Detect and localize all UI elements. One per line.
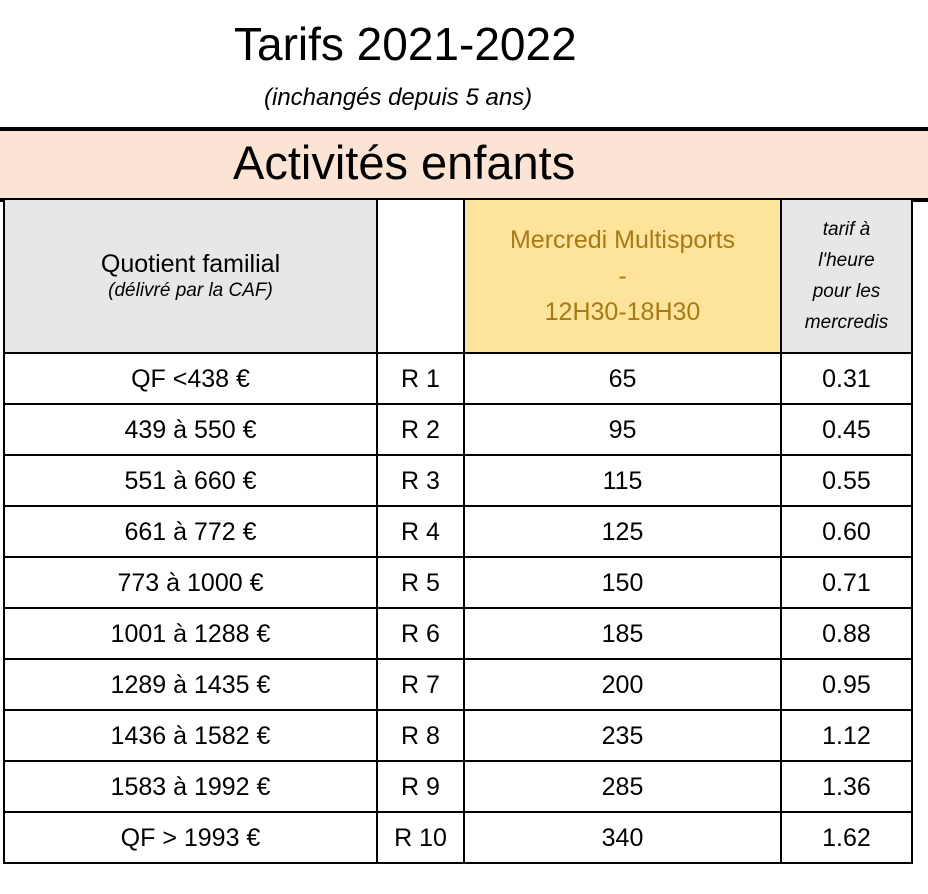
cell-quotient: 439 à 550 € xyxy=(3,403,378,456)
cell-hourly-rate: 1.36 xyxy=(780,760,913,813)
header-qf-label: Quotient familial xyxy=(100,250,281,278)
page-title: Tarifs 2021-2022 xyxy=(234,18,577,70)
cell-price: 125 xyxy=(463,505,782,558)
table-row: 551 à 660 € R 3 115 0.55 xyxy=(3,454,913,507)
header-rate-line-4: mercredis xyxy=(804,312,889,333)
cell-quotient: QF <438 € xyxy=(3,352,378,405)
cell-code: R 7 xyxy=(376,658,465,711)
table-row: 1583 à 1992 € R 9 285 1.36 xyxy=(3,760,913,813)
header-activity-hours: 12H30-18H30 xyxy=(544,298,701,326)
cell-price: 200 xyxy=(463,658,782,711)
cell-hourly-rate: 0.95 xyxy=(780,658,913,711)
table-row: QF <438 € R 1 65 0.31 xyxy=(3,352,913,405)
header-mercredi-multisports: Mercredi Multisports - 12H30-18H30 xyxy=(463,198,782,354)
cell-quotient: 1583 à 1992 € xyxy=(3,760,378,813)
cell-quotient: 551 à 660 € xyxy=(3,454,378,507)
cell-hourly-rate: 1.62 xyxy=(780,811,913,864)
table-header-row: Quotient familial (délivré par la CAF) M… xyxy=(3,198,913,354)
cell-code: R 4 xyxy=(376,505,465,558)
cell-hourly-rate: 0.45 xyxy=(780,403,913,456)
cell-quotient: 661 à 772 € xyxy=(3,505,378,558)
header-activity-name: Mercredi Multisports xyxy=(509,226,736,254)
tariff-table: Quotient familial (délivré par la CAF) M… xyxy=(3,198,913,864)
cell-price: 285 xyxy=(463,760,782,813)
header-quotient-familial: Quotient familial (délivré par la CAF) xyxy=(3,198,378,354)
table-row: 1001 à 1288 € R 6 185 0.88 xyxy=(3,607,913,660)
cell-quotient: 773 à 1000 € xyxy=(3,556,378,609)
table-row: QF > 1993 € R 10 340 1.62 xyxy=(3,811,913,864)
cell-quotient: QF > 1993 € xyxy=(3,811,378,864)
header-qf-note: (délivré par la CAF) xyxy=(108,280,273,301)
cell-quotient: 1001 à 1288 € xyxy=(3,607,378,660)
header-hourly-rate: tarif à l'heure pour les mercredis xyxy=(780,198,913,354)
header-activity-dash: - xyxy=(618,262,627,290)
cell-price: 340 xyxy=(463,811,782,864)
section-title: Activités enfants xyxy=(233,136,576,189)
table-row: 773 à 1000 € R 5 150 0.71 xyxy=(3,556,913,609)
cell-code: R 2 xyxy=(376,403,465,456)
cell-hourly-rate: 1.12 xyxy=(780,709,913,762)
cell-hourly-rate: 0.88 xyxy=(780,607,913,660)
cell-price: 150 xyxy=(463,556,782,609)
cell-hourly-rate: 0.71 xyxy=(780,556,913,609)
cell-code: R 6 xyxy=(376,607,465,660)
page-subtitle: (inchangés depuis 5 ans) xyxy=(264,84,533,111)
header-rate-line-1: tarif à xyxy=(822,219,871,240)
header-rate-line-2: l'heure xyxy=(818,250,875,271)
cell-code: R 1 xyxy=(376,352,465,405)
cell-price: 185 xyxy=(463,607,782,660)
cell-hourly-rate: 0.55 xyxy=(780,454,913,507)
cell-price: 115 xyxy=(463,454,782,507)
cell-hourly-rate: 0.31 xyxy=(780,352,913,405)
cell-quotient: 1436 à 1582 € xyxy=(3,709,378,762)
cell-code: R 8 xyxy=(376,709,465,762)
table-row: 1289 à 1435 € R 7 200 0.95 xyxy=(3,658,913,711)
tariff-area: Quotient familial (délivré par la CAF) M… xyxy=(0,198,928,894)
header-rate-line-3: pour les xyxy=(812,281,881,302)
cell-code: R 3 xyxy=(376,454,465,507)
cell-code: R 9 xyxy=(376,760,465,813)
table-row: 661 à 772 € R 4 125 0.60 xyxy=(3,505,913,558)
cell-quotient: 1289 à 1435 € xyxy=(3,658,378,711)
section-band: Activités enfants xyxy=(0,127,928,202)
cell-code: R 10 xyxy=(376,811,465,864)
table-row: 1436 à 1582 € R 8 235 1.12 xyxy=(3,709,913,762)
header-code xyxy=(376,198,465,354)
cell-price: 65 xyxy=(463,352,782,405)
table-row: 439 à 550 € R 2 95 0.45 xyxy=(3,403,913,456)
cell-price: 95 xyxy=(463,403,782,456)
cell-price: 235 xyxy=(463,709,782,762)
cell-code: R 5 xyxy=(376,556,465,609)
cell-hourly-rate: 0.60 xyxy=(780,505,913,558)
